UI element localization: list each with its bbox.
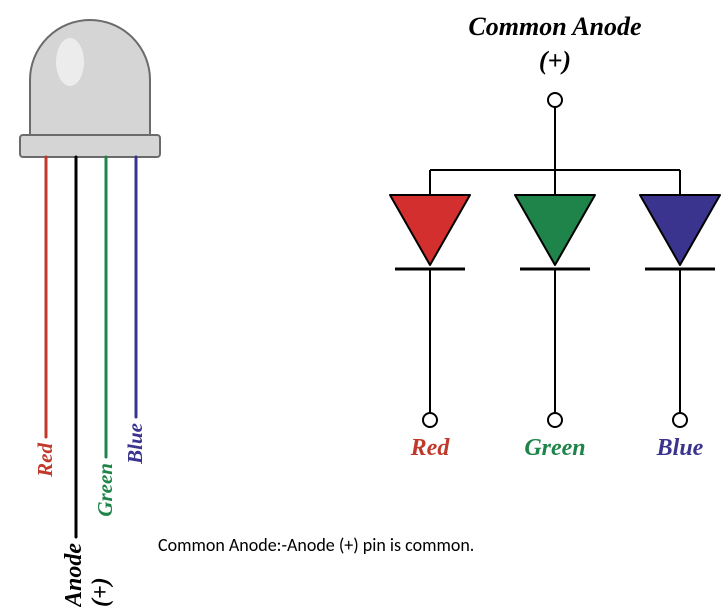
diode-label-blue: Blue — [630, 435, 721, 462]
caption-text: Common Anode:-Anode (+) pin is common. — [158, 534, 474, 556]
pin-label-anode: Anode (+) — [61, 543, 115, 607]
diode-label-red: Red — [380, 435, 480, 462]
schematic-title-line1: Common Anode — [430, 12, 680, 42]
schematic-title-line2: (+) — [430, 46, 680, 76]
pin-label-red: Red — [33, 443, 58, 477]
diode-label-green: Green — [505, 435, 605, 462]
pin-label-green: Green — [93, 463, 118, 517]
pin-label-blue: Blue — [123, 423, 148, 464]
